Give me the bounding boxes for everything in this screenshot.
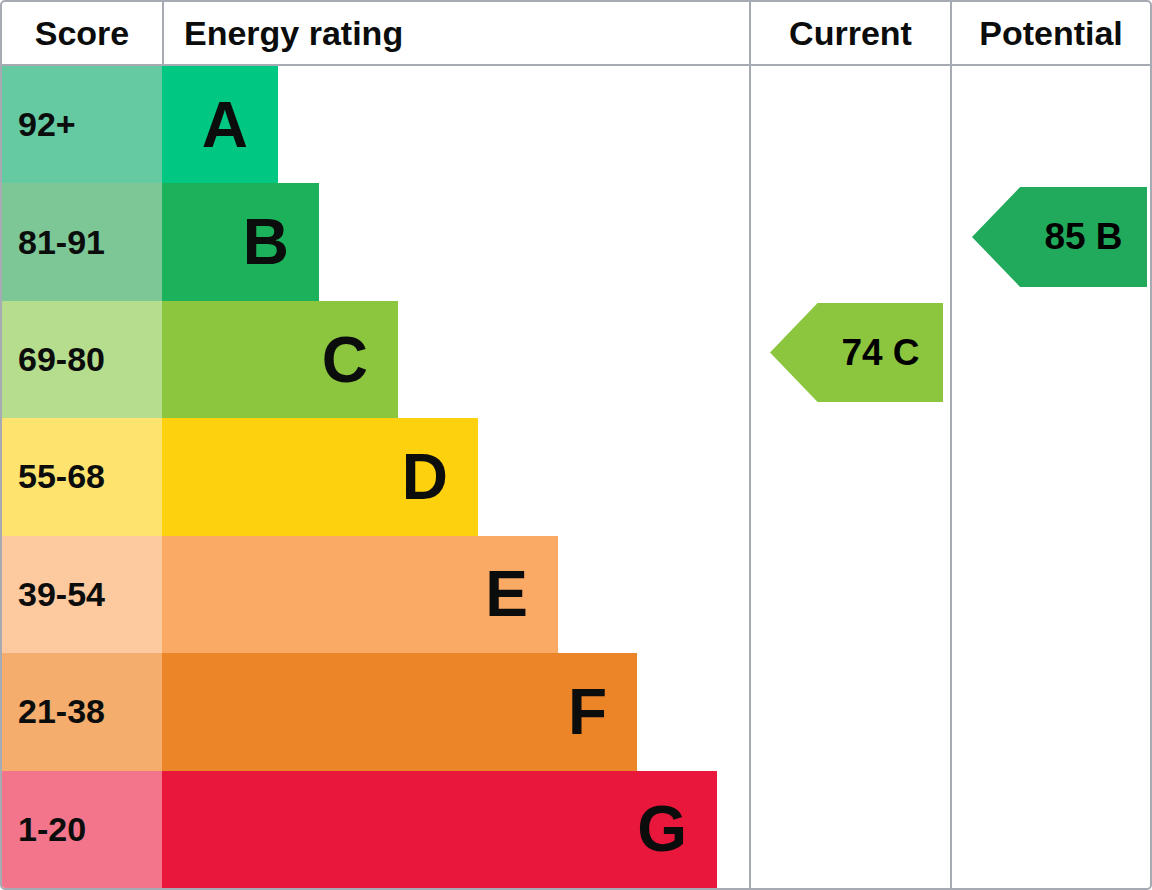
- current-column-divider: [749, 2, 751, 888]
- score-range-d: 55-68: [2, 418, 162, 535]
- band-row-g: 1-20 G: [2, 771, 749, 888]
- potential-column-divider: [950, 2, 952, 888]
- band-row-f: 21-38 F: [2, 653, 749, 770]
- band-bar-a: A: [162, 66, 278, 183]
- band-bar-e: E: [162, 536, 558, 653]
- band-row-e: 39-54 E: [2, 536, 749, 653]
- band-bar-c: C: [162, 301, 398, 418]
- band-row-d: 55-68 D: [2, 418, 749, 535]
- band-row-b: 81-91 B: [2, 183, 749, 300]
- band-bar-f: F: [162, 653, 637, 770]
- band-bar-d: D: [162, 418, 478, 535]
- score-range-b: 81-91: [2, 183, 162, 300]
- epc-rating-chart: Score Energy rating Current Potential 92…: [0, 0, 1152, 890]
- band-row-c: 69-80 C: [2, 301, 749, 418]
- current-column-header: Current: [751, 2, 950, 64]
- score-range-a: 92+: [2, 66, 162, 183]
- score-range-g: 1-20: [2, 771, 162, 888]
- score-range-e: 39-54: [2, 536, 162, 653]
- score-range-c: 69-80: [2, 301, 162, 418]
- current-rating-arrow: 74 C: [770, 303, 943, 402]
- band-rows: 92+ A 81-91 B 69-80 C 55-68 D 39-54 E 21…: [2, 66, 749, 888]
- potential-rating-arrow: 85 B: [972, 187, 1147, 287]
- score-column-divider: [162, 2, 164, 64]
- band-bar-g: G: [162, 771, 717, 888]
- score-column-header: Score: [2, 2, 162, 64]
- score-range-f: 21-38: [2, 653, 162, 770]
- potential-column-header: Potential: [952, 2, 1150, 64]
- energy-rating-column-header: Energy rating: [164, 2, 749, 64]
- band-row-a: 92+ A: [2, 66, 749, 183]
- band-bar-b: B: [162, 183, 319, 300]
